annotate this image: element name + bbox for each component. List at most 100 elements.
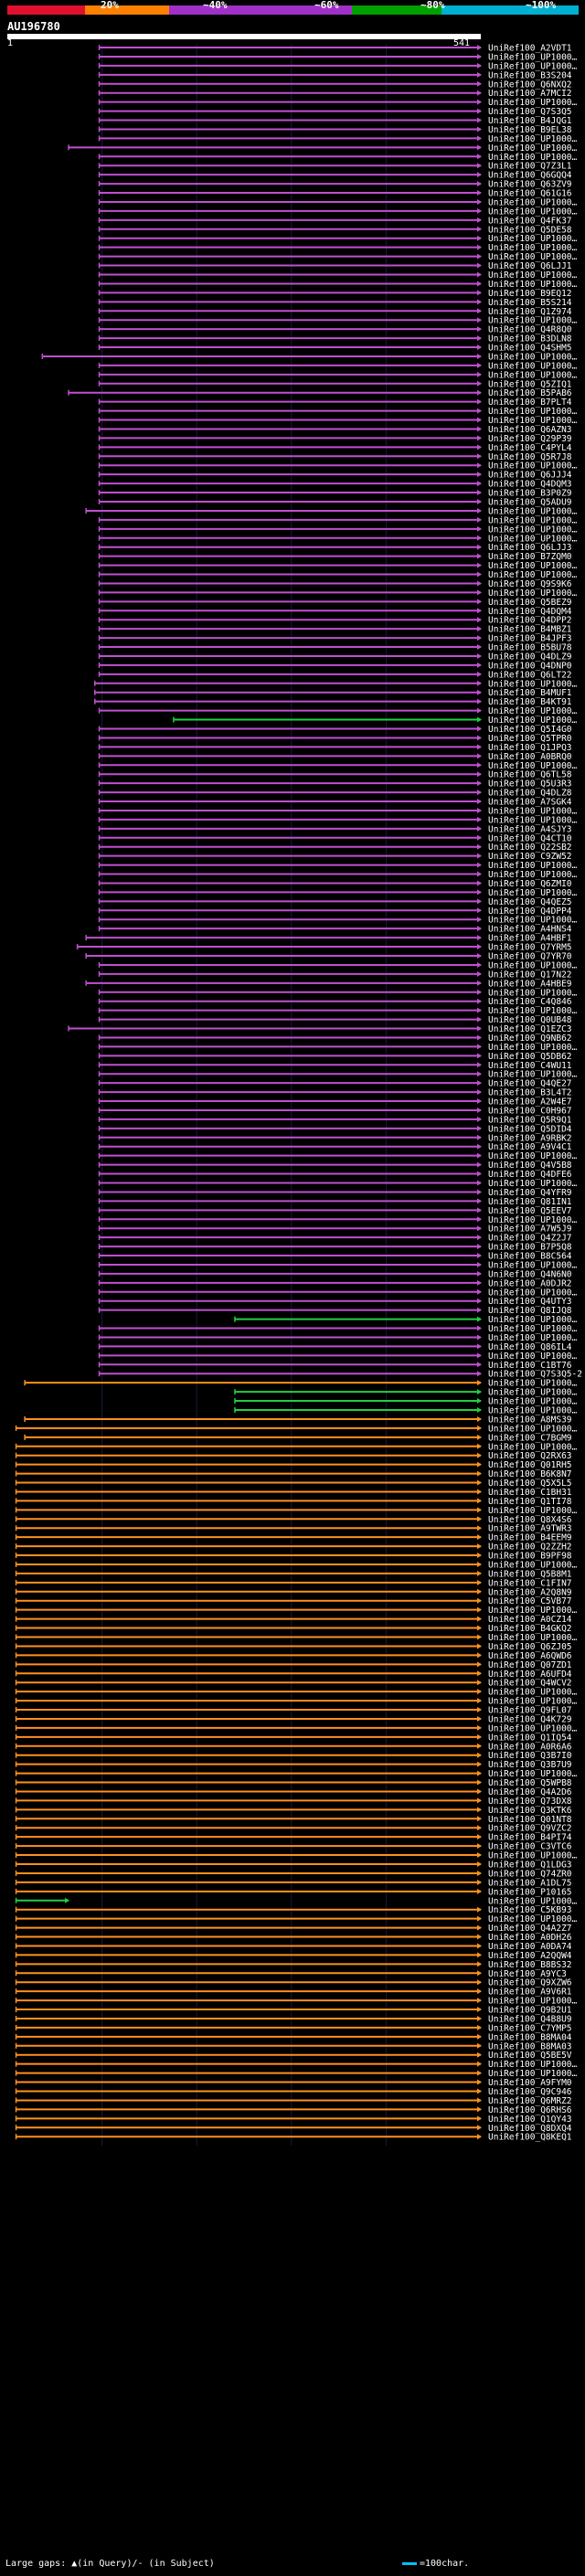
row-label[interactable]: UniRef100_Q6JJJ4 <box>488 471 572 481</box>
row-label[interactable]: UniRef100_UP1000… <box>488 870 578 880</box>
row-label[interactable]: UniRef100_UP1000… <box>488 234 578 244</box>
row-label[interactable]: UniRef100_B7PLT4 <box>488 398 572 408</box>
row-label[interactable]: UniRef100_Q22SB2 <box>488 843 572 853</box>
row-label[interactable]: UniRef100_UP1000… <box>488 1851 578 1861</box>
row-label[interactable]: UniRef100_Q73DX8 <box>488 1797 572 1807</box>
row-label[interactable]: UniRef100_A9TWR3 <box>488 1524 572 1534</box>
row-label[interactable]: UniRef100_Q1TI78 <box>488 1497 572 1507</box>
row-label[interactable]: UniRef100_UP1000… <box>488 207 578 217</box>
row-label[interactable]: UniRef100_UP1000… <box>488 706 578 716</box>
row-label[interactable]: UniRef100_Q5DB62 <box>488 1052 572 1062</box>
row-label[interactable]: UniRef100_Q3B7U9 <box>488 1760 572 1770</box>
row-label[interactable]: UniRef100_Q17N22 <box>488 970 572 980</box>
row-label[interactable]: UniRef100_UP1000… <box>488 1043 578 1053</box>
row-label[interactable]: UniRef100_C1BH31 <box>488 1488 572 1498</box>
row-label[interactable]: UniRef100_B8MA03 <box>488 2041 572 2051</box>
row-label[interactable]: UniRef100_UP1000… <box>488 461 578 472</box>
row-label[interactable]: UniRef100_UP1000… <box>488 2060 578 2070</box>
row-label[interactable]: UniRef100_Q4FK37 <box>488 216 572 226</box>
row-label[interactable]: UniRef100_Q7YRM5 <box>488 943 572 953</box>
row-label[interactable]: UniRef100_UP1000… <box>488 252 578 262</box>
row-label[interactable]: UniRef100_UP1000… <box>488 1379 578 1389</box>
row-label[interactable]: UniRef100_Q8X4S6 <box>488 1515 572 1525</box>
row-label[interactable]: UniRef100_Q8DXQ4 <box>488 2124 572 2134</box>
row-label[interactable]: UniRef100_A4SJY3 <box>488 824 572 834</box>
row-label[interactable]: UniRef100_C7BGM9 <box>488 1433 572 1443</box>
row-label[interactable]: UniRef100_UP1000… <box>488 2069 578 2079</box>
row-label[interactable]: UniRef100_UP1000… <box>488 153 578 163</box>
row-label[interactable]: UniRef100_UP1000… <box>488 916 578 926</box>
row-label[interactable]: UniRef100_Q2ZZH2 <box>488 1542 572 1553</box>
row-label[interactable]: UniRef100_UP1000… <box>488 515 578 525</box>
row-label[interactable]: UniRef100_UP1000… <box>488 815 578 825</box>
row-label[interactable]: UniRef100_Q4DLZ8 <box>488 789 572 799</box>
row-label[interactable]: UniRef100_Q5DE58 <box>488 225 572 235</box>
row-label[interactable]: UniRef100_Q3KTK6 <box>488 1806 572 1816</box>
row-label[interactable]: UniRef100_Q7S3Q5 <box>488 107 572 117</box>
row-label[interactable]: UniRef100_A2QQW4 <box>488 1951 572 1961</box>
row-label[interactable]: UniRef100_B5PAB6 <box>488 388 572 398</box>
row-label[interactable]: UniRef100_UP1000… <box>488 1406 578 1416</box>
row-label[interactable]: UniRef100_Q9VZC2 <box>488 1824 572 1834</box>
row-label[interactable]: UniRef100_UP1000… <box>488 1424 578 1434</box>
row-label[interactable]: UniRef100_UP1000… <box>488 988 578 998</box>
row-label[interactable]: UniRef100_B4JQG1 <box>488 116 572 126</box>
row-label[interactable]: UniRef100_Q1Z974 <box>488 307 572 317</box>
row-label[interactable]: UniRef100_Q4Z2J7 <box>488 1234 572 1244</box>
row-label[interactable]: UniRef100_B4EEM9 <box>488 1533 572 1543</box>
row-label[interactable]: UniRef100_Q01NT8 <box>488 1815 572 1825</box>
row-label[interactable]: UniRef100_B4MBZ1 <box>488 625 572 635</box>
row-label[interactable]: UniRef100_UP1000… <box>488 534 578 544</box>
row-label[interactable]: UniRef100_UP1000… <box>488 416 578 426</box>
row-label[interactable]: UniRef100_Q9XZW6 <box>488 1978 572 1988</box>
row-label[interactable]: UniRef100_Q5X5L5 <box>488 1479 572 1489</box>
row-label[interactable]: UniRef100_Q4A2Z7 <box>488 1924 572 1934</box>
row-label[interactable]: UniRef100_UP1000… <box>488 316 578 326</box>
row-label[interactable]: UniRef100_Q0UB48 <box>488 1015 572 1025</box>
row-label[interactable]: UniRef100_UP1000… <box>488 52 578 62</box>
row-label[interactable]: UniRef100_Q7YR70 <box>488 952 572 962</box>
row-label[interactable]: UniRef100_C5VB77 <box>488 1596 572 1606</box>
row-label[interactable]: UniRef100_UP1000… <box>488 1315 578 1325</box>
row-label[interactable]: UniRef100_B3DLN8 <box>488 334 572 345</box>
row-label[interactable]: UniRef100_UP1000… <box>488 506 578 516</box>
row-label[interactable]: UniRef100_Q6GQQ4 <box>488 171 572 181</box>
row-label[interactable]: UniRef100_A6UFD4 <box>488 1670 572 1680</box>
row-label[interactable]: UniRef100_Q4DFE6 <box>488 1170 572 1180</box>
row-label[interactable]: UniRef100_A9V6R1 <box>488 1988 572 1998</box>
row-label[interactable]: UniRef100_UP1000… <box>488 679 578 689</box>
row-label[interactable]: UniRef100_A2VDT1 <box>488 44 572 54</box>
row-label[interactable]: UniRef100_A0R6A6 <box>488 1742 572 1752</box>
row-label[interactable]: UniRef100_Q74ZR0 <box>488 1869 572 1879</box>
row-label[interactable]: UniRef100_UP1000… <box>488 243 578 253</box>
row-label[interactable]: UniRef100_Q5WPB8 <box>488 1778 572 1788</box>
row-label[interactable]: UniRef100_UP1000… <box>488 270 578 281</box>
row-label[interactable]: UniRef100_UP1000… <box>488 280 578 290</box>
row-label[interactable]: UniRef100_UP1000… <box>488 525 578 535</box>
row-label[interactable]: UniRef100_Q9FL07 <box>488 1706 572 1716</box>
row-label[interactable]: UniRef100_Q9S9K6 <box>488 579 572 589</box>
row-label[interactable]: UniRef100_B3L4T2 <box>488 1088 572 1098</box>
row-label[interactable]: UniRef100_A9FYM0 <box>488 2078 572 2088</box>
row-label[interactable]: UniRef100_B9EQ12 <box>488 289 572 299</box>
row-label[interactable]: UniRef100_UP1000… <box>488 98 578 108</box>
row-label[interactable]: UniRef100_UP1000… <box>488 370 578 380</box>
row-label[interactable]: UniRef100_Q6LJJ3 <box>488 543 572 553</box>
row-label[interactable]: UniRef100_B9EL38 <box>488 125 572 135</box>
row-label[interactable]: UniRef100_UP1000… <box>488 888 578 898</box>
row-label[interactable]: UniRef100_A1DL75 <box>488 1878 572 1888</box>
row-label[interactable]: UniRef100_Q5B8M1 <box>488 1569 572 1579</box>
row-label[interactable]: UniRef100_A6QWD6 <box>488 1651 572 1661</box>
row-label[interactable]: UniRef100_UP1000… <box>488 352 578 362</box>
row-label[interactable]: UniRef100_A0DJR2 <box>488 1278 572 1288</box>
row-label[interactable]: UniRef100_Q4WCV2 <box>488 1679 572 1689</box>
row-label[interactable]: UniRef100_A4HBE9 <box>488 979 572 989</box>
row-label[interactable]: UniRef100_Q4UTY3 <box>488 1297 572 1307</box>
row-label[interactable]: UniRef100_UP1000… <box>488 960 578 970</box>
row-label[interactable]: UniRef100_Q4DQM3 <box>488 480 572 490</box>
row-label[interactable]: UniRef100_A7MCI2 <box>488 89 572 99</box>
row-label[interactable]: UniRef100_C5KB93 <box>488 1905 572 1915</box>
row-label[interactable]: UniRef100_A0DH26 <box>488 1933 572 1943</box>
row-label[interactable]: UniRef100_UP1000… <box>488 716 578 726</box>
row-label[interactable]: UniRef100_UP1000… <box>488 1333 578 1343</box>
